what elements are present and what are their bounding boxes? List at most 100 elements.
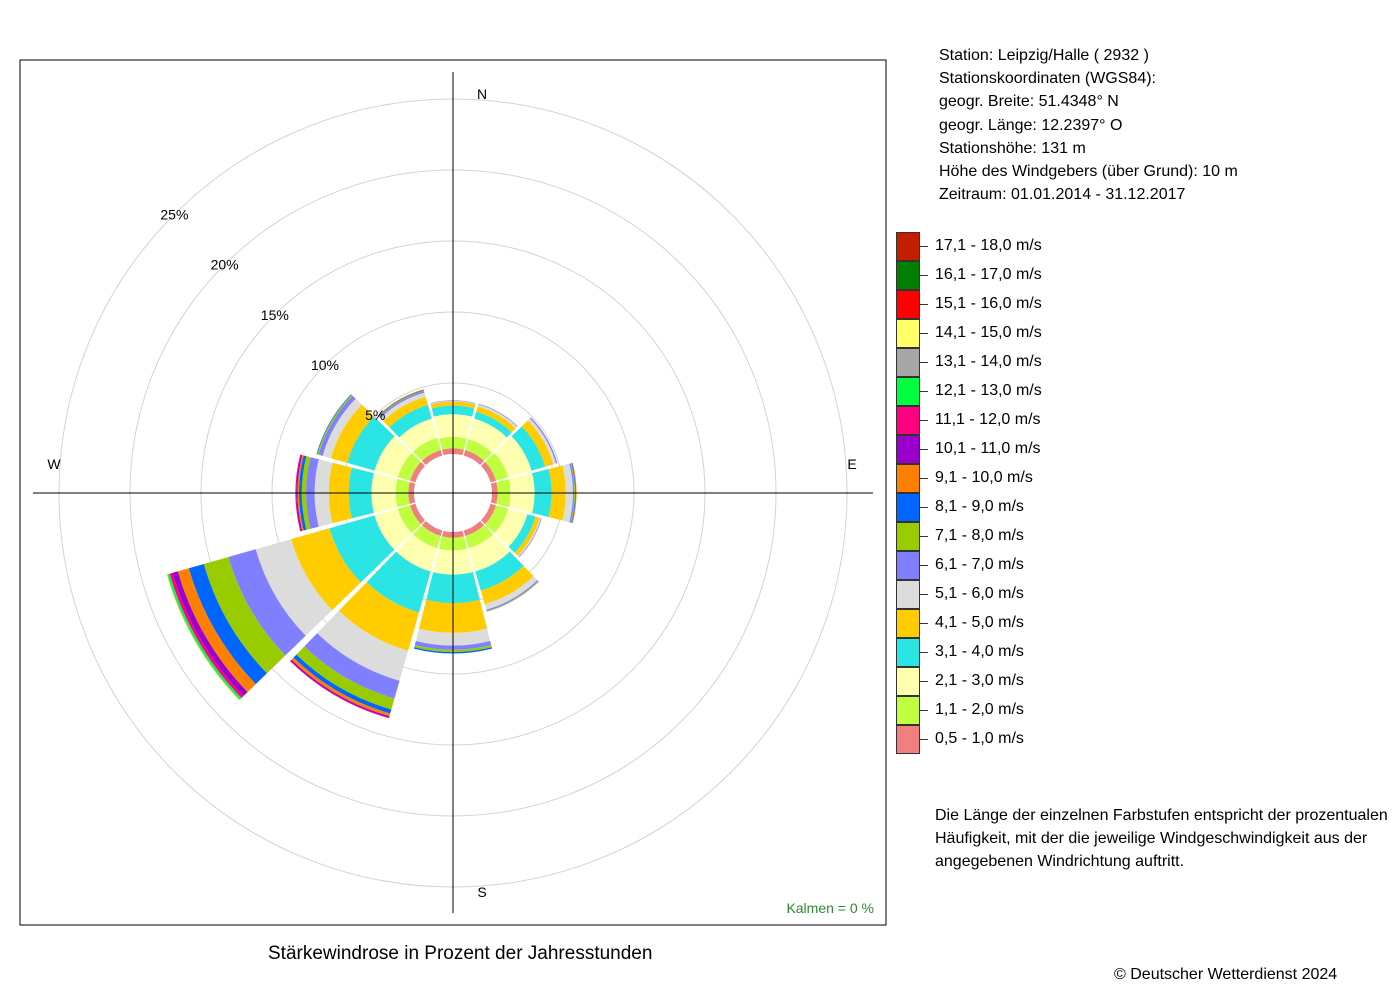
sector-240-class-2 [397, 505, 421, 533]
legend-swatch [896, 232, 920, 261]
legend-swatch [896, 696, 920, 725]
sector-240-class-3 [374, 508, 412, 550]
direction-label-w: W [47, 456, 61, 472]
legend-label: 17,1 - 18,0 m/s [935, 237, 1042, 254]
legend-tick [920, 710, 928, 711]
legend-tick [920, 652, 928, 653]
time-period: Zeitraum: 01.01.2014 - 31.12.2017 [939, 186, 1186, 204]
copyright-notice: © Deutscher Wetterdienst 2024 [1114, 966, 1338, 983]
legend-swatch [896, 493, 920, 522]
sector-270-class-10 [297, 455, 304, 531]
sector-0-class-6 [430, 400, 476, 405]
sector-180-class-9 [413, 647, 493, 654]
station-altitude: Stationshöhe: 131 m [939, 139, 1086, 157]
sector-330-class-7 [379, 391, 425, 419]
sector-150-class-2 [465, 525, 493, 549]
sector-120-class-6 [517, 517, 542, 557]
legend-tick [920, 333, 928, 334]
legend-tick [920, 565, 928, 566]
sector-60-class-7 [529, 417, 558, 464]
direction-label-n: N [477, 86, 487, 102]
sector-270-class-9 [298, 455, 307, 531]
sector-120-class-1 [481, 503, 496, 525]
legend-label: 10,1 - 11,0 m/s [935, 440, 1041, 457]
sector-210-class-1 [421, 521, 443, 536]
sector-300-class-1 [410, 461, 425, 483]
sector-210-class-7 [304, 633, 400, 699]
explanation-note: Die Länge der einzelnen Farbstufen entsp… [935, 807, 1388, 870]
legend-tick [920, 362, 928, 363]
sector-120-class-5 [514, 516, 540, 556]
sector-120-class-4 [508, 514, 536, 553]
sector-240-class-1 [410, 503, 425, 525]
legend-label: 16,1 - 17,0 m/s [935, 266, 1042, 283]
sector-90-class-9 [571, 463, 576, 523]
sector-330-class-6 [380, 392, 426, 422]
sector-240-class-7 [228, 549, 306, 656]
sensor-height: Höhe des Windgebers (über Grund): 10 m [939, 163, 1238, 181]
legend-tick [920, 449, 928, 450]
legend-label: 15,1 - 16,0 m/s [935, 295, 1042, 312]
sector-300-class-7 [318, 395, 356, 456]
sector-150-class-6 [484, 576, 538, 610]
sector-210-class-8 [296, 646, 395, 710]
sector-210-class-5 [338, 582, 419, 651]
sector-30-class-2 [465, 439, 492, 461]
legend-tick [920, 681, 928, 682]
sector-60-class-2 [485, 453, 509, 481]
sector-300-class-3 [374, 436, 412, 478]
sector-180-class-8 [414, 645, 492, 652]
sector-30-class-1 [463, 450, 485, 465]
sector-210-class-6 [317, 610, 409, 681]
sector-60-class-6 [527, 418, 557, 465]
legend-tick [920, 536, 928, 537]
sector-150-class-3 [468, 534, 510, 572]
sector-330-class-2 [413, 437, 441, 461]
plot-frame [19, 59, 887, 926]
sector-60-class-3 [494, 436, 532, 478]
legend-tick [920, 275, 928, 276]
sector-240-class-6 [255, 539, 333, 636]
sector-30-class-3 [468, 418, 507, 453]
sector-330-class-1 [421, 450, 443, 465]
legend-tick [920, 304, 928, 305]
legend-tick [920, 246, 928, 247]
sector-150-class-1 [463, 521, 485, 536]
legend-label: 0,5 - 1,0 m/s [935, 730, 1024, 747]
legend-swatch [896, 522, 920, 551]
legend-label: 11,1 - 12,0 m/s [935, 411, 1041, 428]
station-coordinates-heading: Stationskoordinaten (WGS84): [939, 70, 1156, 88]
legend-swatch [896, 464, 920, 493]
station-info: Station: Leipzig/Halle ( 2932 ) Stations… [939, 44, 1238, 206]
legend-swatch [896, 580, 920, 609]
sector-60-class-5 [521, 420, 554, 467]
sector-120-class-3 [494, 508, 528, 547]
sector-330-class-3 [399, 418, 438, 452]
legend-swatch [896, 609, 920, 638]
sector-210-class-2 [413, 525, 441, 549]
legend-label: 2,1 - 3,0 m/s [935, 672, 1024, 689]
legend-label: 3,1 - 4,0 m/s [935, 643, 1024, 660]
legend-swatch [896, 261, 920, 290]
legend-label: 6,1 - 7,0 m/s [935, 556, 1024, 573]
sector-270-class-8 [301, 456, 311, 530]
sector-180-class-7 [414, 641, 492, 650]
sector-270-class-11 [296, 454, 303, 532]
sector-300-class-6 [322, 398, 362, 459]
sector-90-class-7 [569, 463, 575, 523]
sector-90-class-10 [572, 462, 577, 524]
legend-swatch [896, 290, 920, 319]
sector-210-class-3 [396, 534, 438, 572]
sector-60-class-1 [481, 461, 496, 483]
legend-label: 13,1 - 14,0 m/s [935, 353, 1042, 370]
sector-210-class-9 [293, 654, 392, 714]
sector-330-class-5 [383, 396, 428, 428]
sector-210-class-4 [366, 551, 431, 613]
sector-90-class-8 [570, 463, 576, 523]
station-name: Station: Leipzig/Halle ( 2932 ) [939, 47, 1149, 64]
ring-label: 5% [365, 407, 385, 423]
sector-30-class-6 [477, 404, 518, 429]
legend-tick [920, 507, 928, 508]
direction-label-e: E [847, 456, 856, 472]
sector-0-class-7 [430, 400, 476, 404]
